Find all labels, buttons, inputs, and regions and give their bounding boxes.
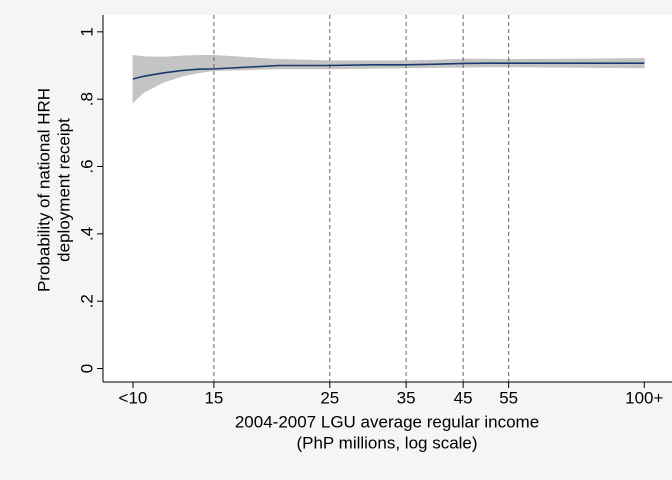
y-tick-label: .8	[77, 92, 96, 106]
y-tick-label: .6	[77, 159, 96, 173]
plot-area	[103, 15, 672, 382]
confidence-band	[278, 59, 331, 70]
x-tick-label: 100+	[625, 388, 663, 407]
x-tick-label: 25	[320, 388, 339, 407]
confidence-band	[181, 54, 199, 77]
x-axis-title: 2004-2007 LGU average regular income	[235, 412, 539, 431]
y-tick-label: .4	[77, 227, 96, 241]
x-tick-label: 15	[204, 388, 223, 407]
confidence-band	[197, 55, 215, 74]
y-axis-title: deployment receipt	[54, 118, 73, 262]
y-tick-label: 1	[77, 27, 96, 36]
y-tick-label: .2	[77, 294, 96, 308]
line	[132, 62, 645, 80]
x-tick-label: 35	[397, 388, 416, 407]
x-tick-label: 55	[499, 388, 518, 407]
x-tick-label: <10	[119, 388, 148, 407]
x-axis-title: (PhP millions, log scale)	[296, 433, 477, 452]
y-tick-label: 0	[77, 364, 96, 373]
y-axis-title: Probability of national HRH	[34, 88, 53, 292]
x-tick-label: 45	[454, 388, 473, 407]
